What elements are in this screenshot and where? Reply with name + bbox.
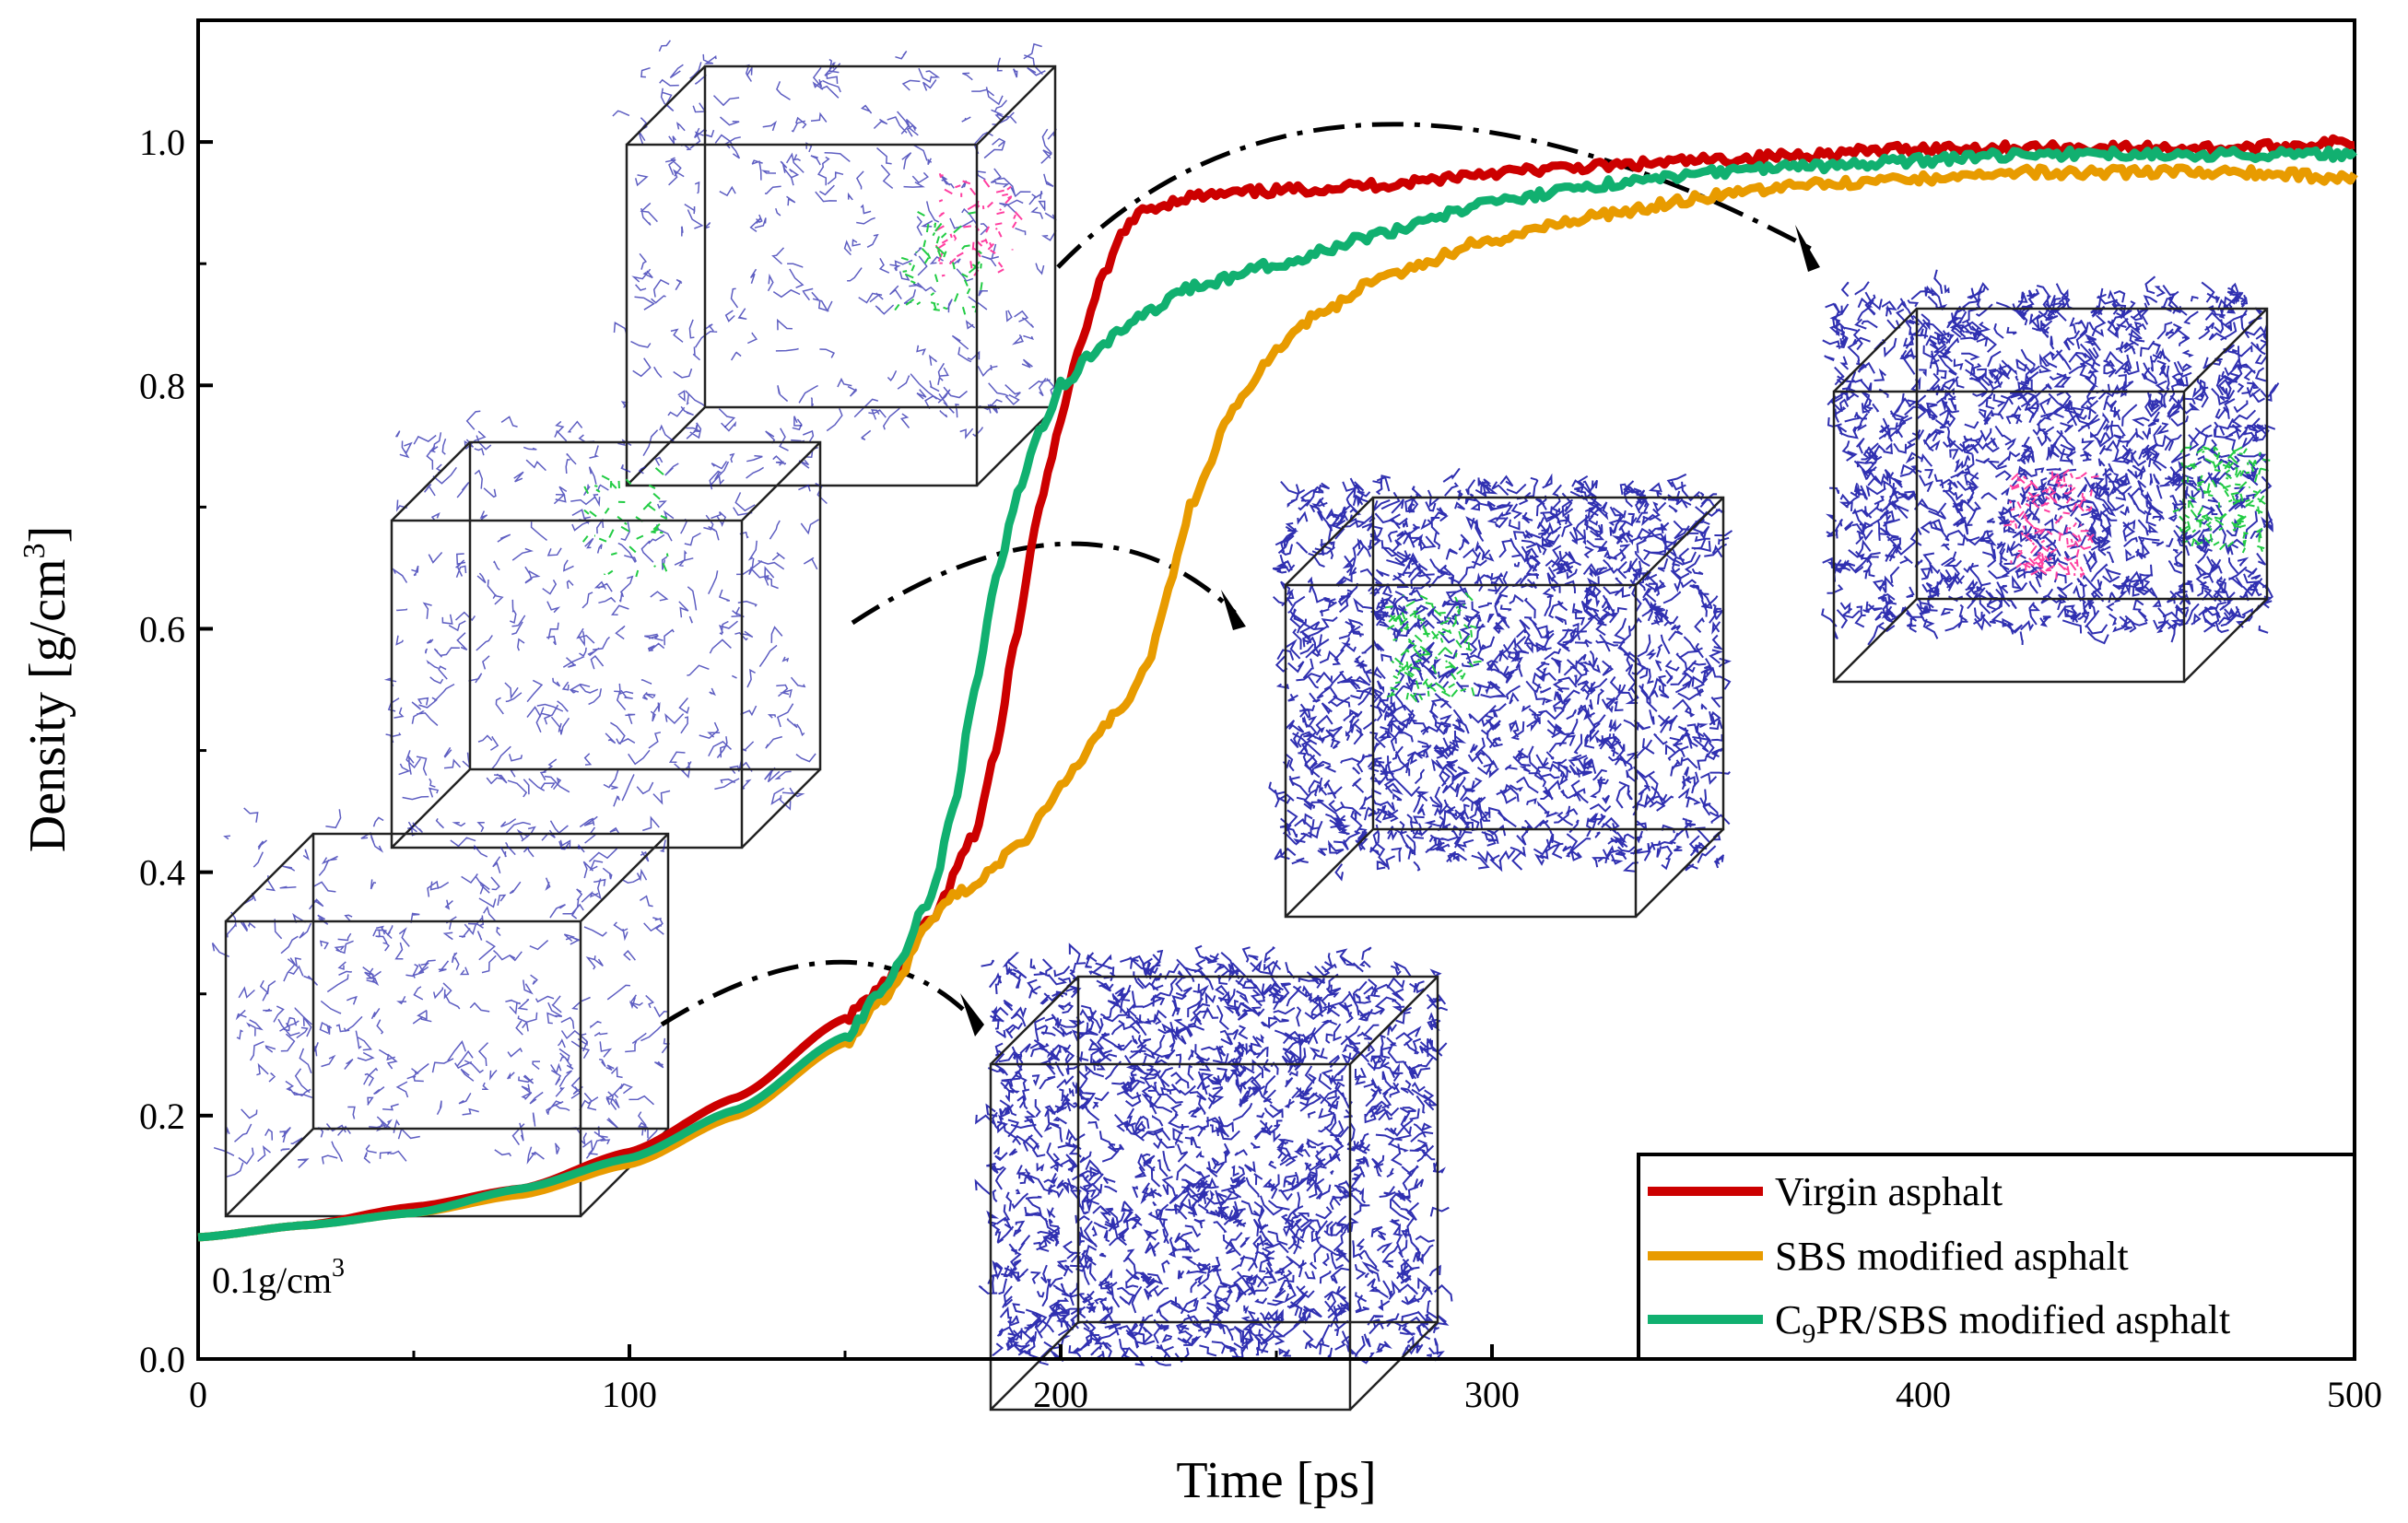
x-tick-label: 400 bbox=[1896, 1374, 1951, 1415]
inset-box-5 bbox=[1268, 467, 1733, 919]
x-tick-label: 300 bbox=[1464, 1374, 1520, 1415]
legend-label-sbs: SBS modified asphalt bbox=[1775, 1234, 2129, 1279]
inset-box-5-cube bbox=[1284, 496, 1725, 919]
inset-box-4-cube bbox=[989, 975, 1439, 1412]
inset-box-6-cube bbox=[1832, 307, 2269, 684]
initial-density-annotation: 0.1g/cm3 bbox=[212, 1254, 345, 1301]
inset-box-1-molecules bbox=[612, 40, 1057, 451]
legend-label-c9pr-tail: PR/SBS modified asphalt bbox=[1815, 1297, 2230, 1342]
series-line-0 bbox=[197, 134, 2355, 1242]
annotation-arrows bbox=[660, 122, 1813, 1027]
molecular-box-insets bbox=[211, 40, 2280, 1412]
legend-label-c9pr-main: C bbox=[1775, 1297, 1802, 1342]
x-tick-label: 100 bbox=[602, 1374, 657, 1415]
inset-box-5-molecules bbox=[1268, 467, 1733, 882]
initial-density-text: 0.1g/cm bbox=[212, 1259, 332, 1301]
arrow-2 bbox=[851, 541, 1237, 626]
legend-label-c9pr-sbs: C9PR/SBS modified asphalt bbox=[1775, 1297, 2230, 1349]
data-series bbox=[197, 134, 2358, 1242]
inset-box-1-pink-cluster bbox=[934, 172, 1023, 277]
initial-density-sup: 3 bbox=[332, 1254, 345, 1283]
arrow-head-3 bbox=[1795, 225, 1820, 272]
y-axis-title-sup: 3 bbox=[18, 543, 52, 558]
y-axis-title: Density [g/cm3] bbox=[18, 526, 76, 852]
inset-box-5-green-cluster bbox=[1385, 592, 1482, 703]
y-axis-title-main: Density [g/cm bbox=[19, 558, 76, 852]
x-tick-label: 500 bbox=[2327, 1374, 2382, 1415]
legend-label-c9pr-sub: 9 bbox=[1802, 1318, 1815, 1349]
y-axis-ticks: 0.0 0.2 0.4 0.6 0.8 1.0 bbox=[139, 122, 213, 1380]
inset-box-2-cube bbox=[390, 440, 822, 849]
inset-box-2-molecules bbox=[383, 408, 828, 811]
y-tick-label: 0.0 bbox=[139, 1339, 185, 1380]
inset-box-6-molecules bbox=[1821, 269, 2280, 646]
y-tick-label: 1.0 bbox=[139, 122, 185, 163]
arrow-3 bbox=[1056, 122, 1813, 269]
arrow-heads bbox=[960, 225, 1820, 1037]
legend: Virgin asphalt SBS modified asphalt C9PR… bbox=[1637, 1153, 2356, 1361]
x-axis-ticks: 0 100 200 300 400 500 bbox=[189, 1344, 2382, 1415]
inset-box-2 bbox=[383, 408, 828, 849]
y-tick-label: 0.2 bbox=[139, 1095, 185, 1137]
y-tick-label: 0.6 bbox=[139, 608, 185, 650]
y-tick-label: 0.8 bbox=[139, 365, 185, 406]
inset-box-3-molecules bbox=[211, 807, 671, 1178]
inset-box-1-cube bbox=[625, 64, 1057, 487]
legend-label-virgin: Virgin asphalt bbox=[1775, 1169, 2003, 1214]
series-line-1 bbox=[197, 163, 2358, 1242]
arrow-head-1 bbox=[960, 993, 984, 1037]
inset-box-4 bbox=[974, 943, 1453, 1412]
y-axis-title-tail: ] bbox=[19, 526, 76, 544]
inset-box-1 bbox=[612, 40, 1057, 487]
x-tick-label: 0 bbox=[189, 1374, 207, 1415]
inset-box-3 bbox=[211, 807, 671, 1218]
y-tick-label: 0.4 bbox=[139, 852, 185, 894]
series-line-2 bbox=[197, 145, 2357, 1242]
arrow-head-2 bbox=[1221, 590, 1246, 630]
inset-box-2-green-cluster bbox=[581, 467, 669, 578]
x-axis-title: Time [ps] bbox=[1176, 1452, 1376, 1509]
arrow-1 bbox=[660, 959, 974, 1027]
inset-box-6-pink-cluster bbox=[2003, 468, 2099, 580]
inset-box-3-cube bbox=[224, 832, 670, 1218]
x-tick-label: 200 bbox=[1033, 1374, 1088, 1415]
inset-box-6 bbox=[1821, 269, 2280, 684]
